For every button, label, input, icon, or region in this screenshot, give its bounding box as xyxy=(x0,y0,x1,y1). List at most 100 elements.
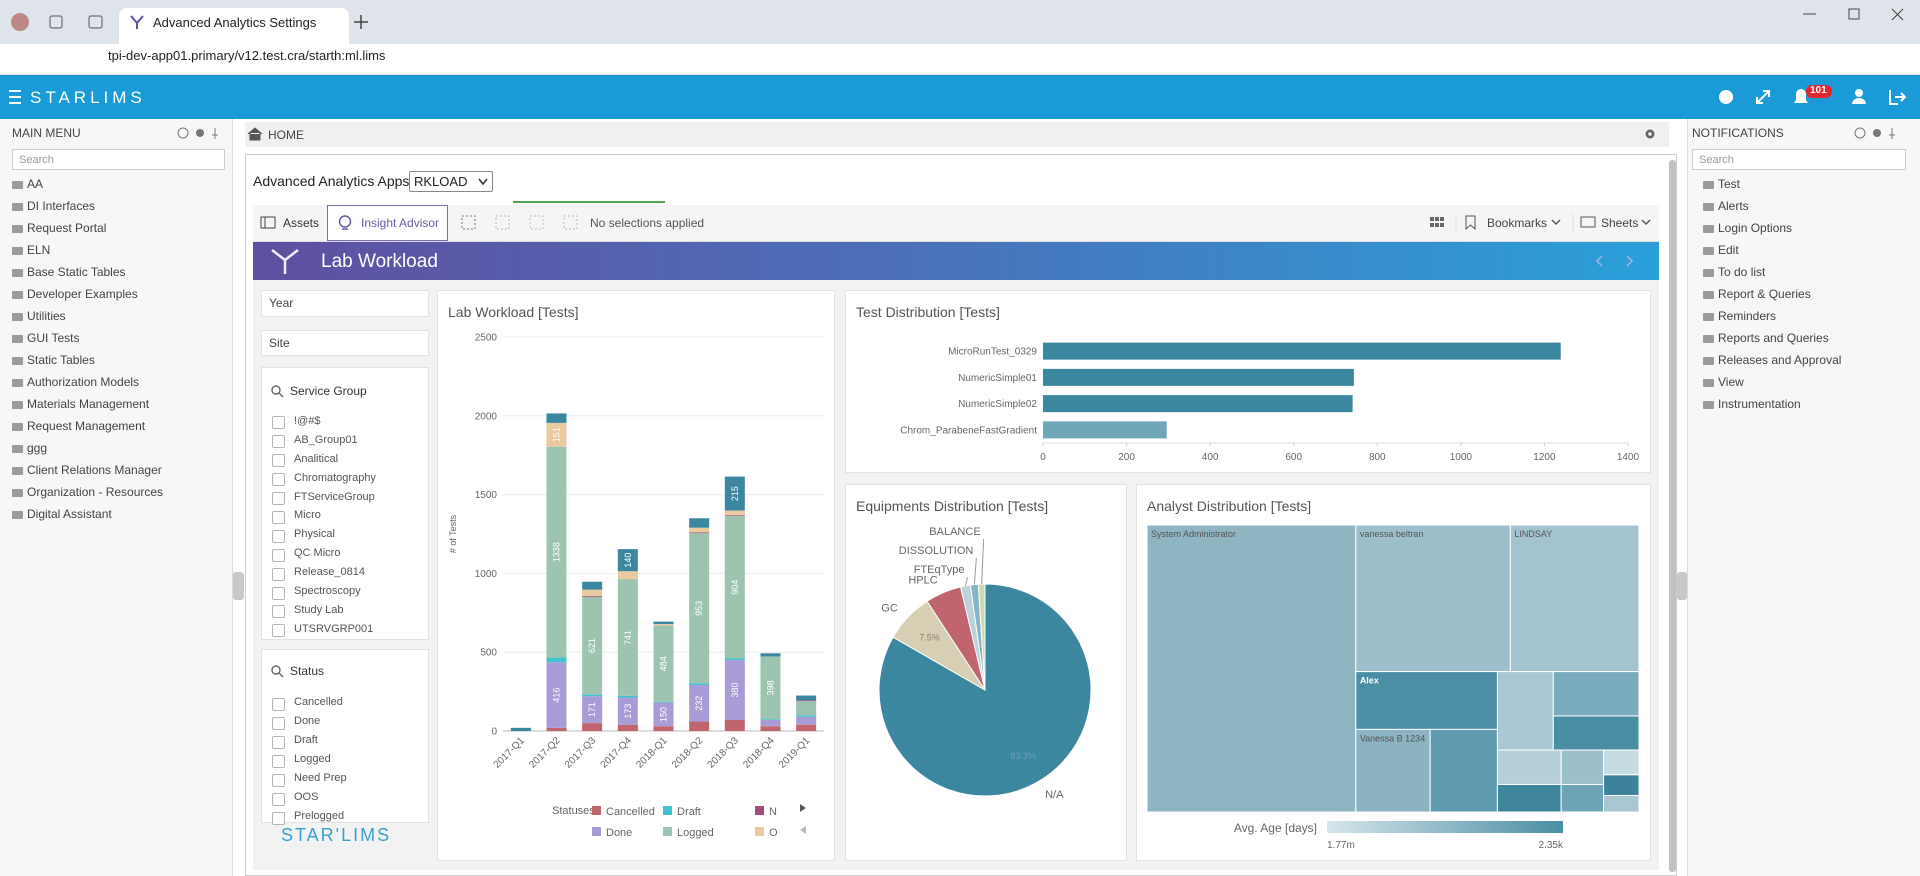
list-item[interactable]: Utilities xyxy=(0,306,233,328)
clear-selections[interactable] xyxy=(563,215,578,230)
treemap-cell[interactable] xyxy=(1603,794,1640,813)
checkbox[interactable] xyxy=(272,605,285,619)
menu-search[interactable] xyxy=(12,149,225,170)
list-item[interactable]: Static Tables xyxy=(0,350,233,372)
bookmarks-button[interactable]: Bookmarks xyxy=(1487,216,1548,230)
list-item[interactable]: Done xyxy=(261,713,429,732)
home-icon[interactable] xyxy=(247,127,263,141)
checkbox[interactable] xyxy=(272,811,285,825)
list-item[interactable]: Request Management xyxy=(0,416,233,438)
legend-next[interactable] xyxy=(800,804,806,812)
workspaces-icon[interactable] xyxy=(49,15,63,29)
refresh[interactable] xyxy=(1854,127,1866,139)
checkbox[interactable] xyxy=(272,697,285,711)
treemap-cell[interactable] xyxy=(1496,749,1562,785)
list-item[interactable]: UTSRVGRP001 xyxy=(261,621,429,640)
treemap-cell[interactable] xyxy=(1603,749,1640,776)
treemap-cell[interactable] xyxy=(1355,728,1431,813)
list-item[interactable]: Need Prep xyxy=(261,770,429,789)
settings[interactable] xyxy=(196,129,204,137)
notification-search[interactable] xyxy=(1692,149,1906,170)
new-tab[interactable] xyxy=(354,15,368,29)
list-item[interactable]: Releases and Approval xyxy=(1687,350,1920,372)
scrollbar[interactable] xyxy=(1669,160,1676,872)
list-item[interactable]: Reminders xyxy=(1687,306,1920,328)
active-tab[interactable] xyxy=(119,8,349,44)
bell-icon[interactable] xyxy=(1794,89,1808,103)
list-item[interactable]: Materials Management xyxy=(0,394,233,416)
logout-icon[interactable] xyxy=(1889,90,1907,105)
step-forward[interactable] xyxy=(529,215,544,230)
page-settings[interactable] xyxy=(1644,128,1656,140)
list-item[interactable]: Instrumentation xyxy=(1687,394,1920,416)
list-item[interactable]: Analitical xyxy=(261,451,429,470)
checkbox[interactable] xyxy=(272,586,285,600)
pin[interactable] xyxy=(212,128,218,139)
next-sheet[interactable] xyxy=(1626,255,1634,267)
list-item[interactable]: View xyxy=(1687,372,1920,394)
list-item[interactable]: Digital Assistant xyxy=(0,504,233,526)
list-item[interactable]: QC Micro xyxy=(261,545,429,564)
site-filter[interactable] xyxy=(261,330,429,356)
list-item[interactable]: Logged xyxy=(261,751,429,770)
smart-search[interactable] xyxy=(461,215,476,230)
checkbox[interactable] xyxy=(272,473,285,487)
assets-button[interactable]: Assets xyxy=(283,216,320,230)
checkbox[interactable] xyxy=(272,567,285,581)
list-item[interactable]: Physical xyxy=(261,526,429,545)
pie-slice[interactable] xyxy=(977,583,986,691)
sheets-button[interactable]: Sheets xyxy=(1601,216,1639,230)
list-item[interactable]: To do list xyxy=(1687,262,1920,284)
user-icon[interactable] xyxy=(1855,89,1863,97)
list-item[interactable]: Micro xyxy=(261,508,429,527)
profile-avatar[interactable] xyxy=(11,13,29,31)
checkbox[interactable] xyxy=(272,735,285,749)
bar[interactable] xyxy=(1043,395,1353,413)
list-item[interactable]: GUI Tests xyxy=(0,328,233,350)
list-item[interactable]: ELN xyxy=(0,240,233,262)
list-item[interactable]: Base Static Tables xyxy=(0,262,233,284)
list-item[interactable]: OOS xyxy=(261,789,429,808)
checkbox[interactable] xyxy=(272,435,285,449)
list-item[interactable]: Spectroscopy xyxy=(261,583,429,602)
expand-icon[interactable] xyxy=(1756,90,1770,104)
list-item[interactable]: Draft xyxy=(261,732,429,751)
checkbox[interactable] xyxy=(272,792,285,806)
treemap-cell[interactable] xyxy=(1603,774,1640,796)
checkbox[interactable] xyxy=(272,624,285,638)
treemap-cell[interactable] xyxy=(1552,671,1640,717)
help-icon[interactable] xyxy=(1719,90,1733,104)
refresh[interactable] xyxy=(177,127,189,139)
maximize[interactable] xyxy=(1848,8,1860,20)
step-back[interactable] xyxy=(495,215,510,230)
insight-advisor-button[interactable] xyxy=(327,205,448,241)
treemap-cell[interactable] xyxy=(1496,671,1554,751)
list-item[interactable]: Chromatography xyxy=(261,470,429,489)
list-item[interactable]: AB_Group01 xyxy=(261,432,429,451)
treemap-cell[interactable] xyxy=(1552,715,1640,751)
list-item[interactable]: Authorization Models xyxy=(0,372,233,394)
bar[interactable] xyxy=(1043,368,1354,386)
list-item[interactable]: Test xyxy=(1687,174,1920,196)
checkbox[interactable] xyxy=(272,529,285,543)
hamburger[interactable] xyxy=(9,90,21,104)
collapse-right[interactable] xyxy=(1677,572,1687,600)
app-select[interactable] xyxy=(409,171,493,192)
treemap-cell[interactable] xyxy=(1496,783,1562,813)
list-item[interactable]: Request Portal xyxy=(0,218,233,240)
treemap-cell[interactable] xyxy=(1355,524,1511,673)
year-filter[interactable] xyxy=(261,290,429,317)
list-item[interactable]: ggg xyxy=(0,438,233,460)
treemap-cell[interactable] xyxy=(1429,728,1498,813)
list-item[interactable]: FTServiceGroup xyxy=(261,489,429,508)
collapse-left[interactable] xyxy=(233,572,244,600)
list-item[interactable]: Developer Examples xyxy=(0,284,233,306)
pin[interactable] xyxy=(1889,128,1895,139)
list-item[interactable]: Organization - Resources xyxy=(0,482,233,504)
list-item[interactable]: Alerts xyxy=(1687,196,1920,218)
treemap-cell[interactable] xyxy=(1560,749,1605,785)
checkbox[interactable] xyxy=(272,754,285,768)
close-window[interactable] xyxy=(1891,8,1904,21)
treemap-cell[interactable] xyxy=(1146,524,1357,813)
checkbox[interactable] xyxy=(272,773,285,787)
